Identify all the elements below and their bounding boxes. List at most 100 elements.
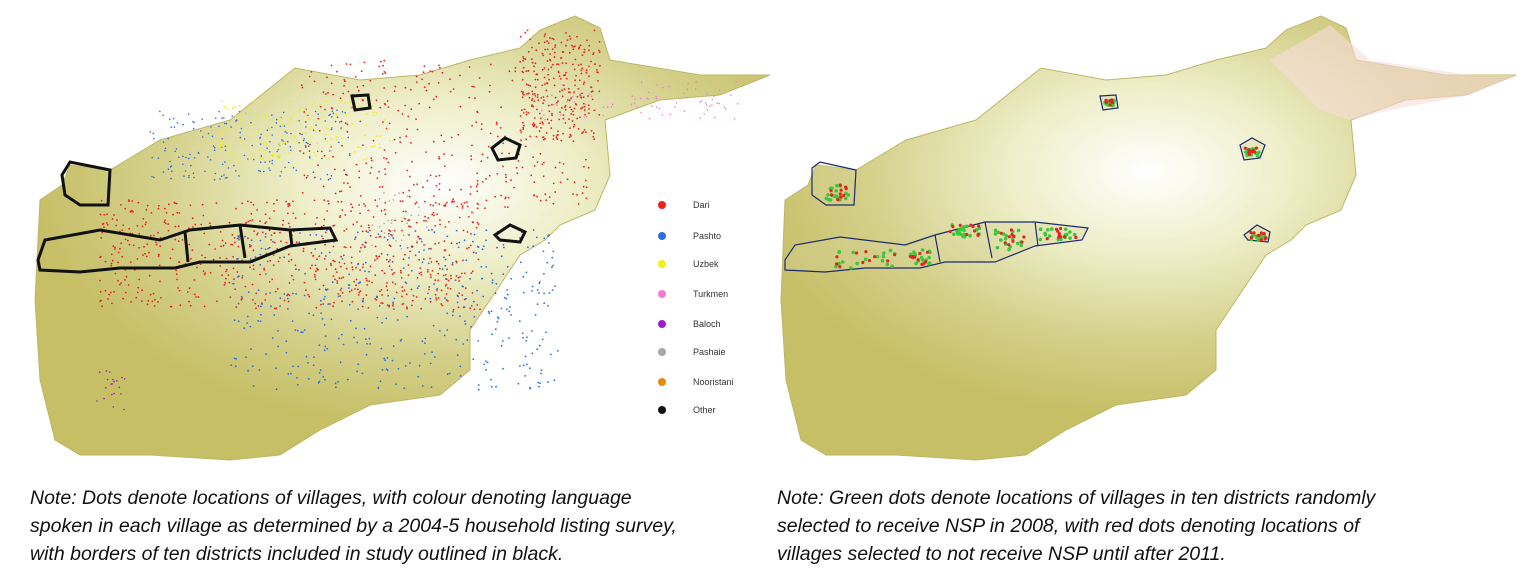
village-dot <box>583 105 586 108</box>
village-dot <box>476 190 479 193</box>
village-dot <box>412 183 415 186</box>
village-dot <box>864 250 868 254</box>
village-dot <box>117 279 119 282</box>
village-dot <box>918 251 922 256</box>
village-dot <box>958 232 963 236</box>
village-dot <box>363 327 366 330</box>
village-dot <box>559 90 561 93</box>
village-dot <box>263 149 266 151</box>
village-dot <box>553 84 556 87</box>
village-dot <box>322 115 325 118</box>
village-dot <box>172 117 175 120</box>
village-dot <box>358 89 360 92</box>
village-dot <box>406 195 409 198</box>
village-dot <box>432 324 435 327</box>
village-dot <box>491 281 494 284</box>
village-dot <box>120 393 122 395</box>
village-dot <box>370 166 373 169</box>
village-dot <box>310 252 313 254</box>
village-dot <box>511 79 514 82</box>
village-dot <box>410 108 413 110</box>
village-dot <box>324 108 326 111</box>
village-dot <box>439 223 441 226</box>
village-dot <box>343 230 346 232</box>
village-dot <box>466 201 468 204</box>
village-dot <box>339 295 342 297</box>
village-dot <box>309 128 311 131</box>
village-dot <box>453 200 456 203</box>
village-dot <box>585 197 588 200</box>
village-dot <box>556 104 558 107</box>
village-dot <box>267 247 269 250</box>
village-dot <box>120 204 122 206</box>
village-dot <box>838 183 842 187</box>
village-dot <box>270 234 273 237</box>
village-dot <box>1243 146 1247 150</box>
village-dot <box>258 369 261 371</box>
village-dot <box>238 105 241 107</box>
village-dot <box>103 397 105 400</box>
village-dot <box>220 145 222 148</box>
village-dot <box>351 268 354 271</box>
village-dot <box>401 113 404 115</box>
village-dot <box>443 334 446 337</box>
village-dot <box>399 200 402 203</box>
village-dot <box>510 277 513 280</box>
village-dot <box>314 278 317 281</box>
village-dot <box>1038 227 1043 231</box>
village-dot <box>335 386 337 389</box>
village-dot <box>388 140 391 142</box>
village-dot <box>392 255 395 258</box>
village-dot <box>215 202 218 205</box>
village-dot <box>235 170 237 172</box>
village-dot <box>427 229 430 232</box>
village-dot <box>434 202 437 204</box>
village-dot <box>364 205 367 207</box>
village-dot <box>708 105 711 108</box>
village-dot <box>309 234 312 236</box>
village-dot <box>429 297 432 300</box>
village-dot <box>120 282 122 284</box>
village-dot <box>386 357 389 359</box>
village-dot <box>252 204 255 206</box>
village-dot <box>182 155 184 158</box>
village-dot <box>539 117 542 120</box>
village-dot <box>371 105 374 107</box>
village-dot <box>167 168 170 170</box>
village-dot <box>111 218 114 220</box>
village-dot <box>296 329 299 332</box>
village-dot <box>504 206 506 208</box>
village-dot <box>1252 231 1256 235</box>
village-dot <box>459 315 461 318</box>
village-dot <box>400 247 403 250</box>
village-dot <box>275 122 278 124</box>
village-dot <box>463 306 466 309</box>
village-dot <box>365 124 367 127</box>
village-dot <box>485 360 487 363</box>
district-border <box>934 221 1039 263</box>
village-dot <box>459 375 462 377</box>
village-dot <box>532 125 535 128</box>
village-dot <box>525 113 528 116</box>
village-dot <box>155 243 158 246</box>
village-dot <box>529 85 532 87</box>
village-dot <box>323 349 326 352</box>
village-dot <box>380 60 382 63</box>
village-dot <box>271 126 273 129</box>
village-dot <box>557 63 560 66</box>
village-dot <box>585 69 588 72</box>
village-dot <box>543 76 546 79</box>
village-dot <box>359 250 361 253</box>
village-dot <box>522 126 524 129</box>
village-dot <box>292 212 295 215</box>
village-dot <box>158 253 160 256</box>
village-dot <box>412 294 415 297</box>
village-dot <box>189 204 192 207</box>
village-dot <box>423 86 426 89</box>
village-dot <box>294 136 297 138</box>
village-dot <box>487 145 490 148</box>
village-dot <box>273 152 276 155</box>
village-dot <box>391 273 394 276</box>
village-dot <box>534 78 537 81</box>
note-line: Note: Green dots denote locations of vil… <box>777 487 1376 509</box>
